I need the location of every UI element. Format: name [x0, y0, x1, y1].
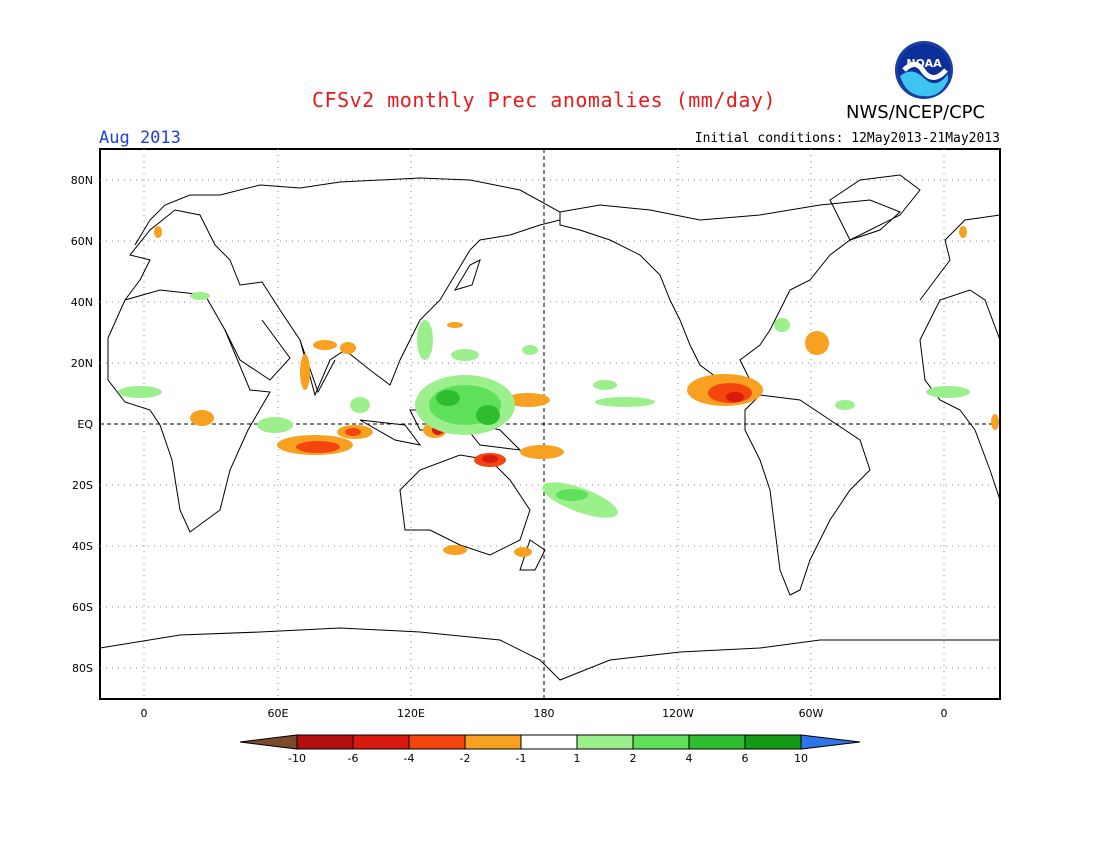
colorbar: [239, 734, 861, 750]
colorbar-segment: [352, 734, 410, 750]
wet-anomaly: [593, 380, 617, 390]
colorbar-label: -4: [403, 752, 415, 765]
wet-anomaly: [926, 386, 970, 398]
lat-label: 20N: [70, 357, 93, 370]
dry-anomaly: [506, 393, 550, 407]
colorbar-label: -1: [515, 752, 527, 765]
colorbar-label: -2: [459, 752, 471, 765]
lat-label: 20S: [72, 479, 93, 492]
dry-anomaly: [443, 545, 467, 555]
colorbar-segment: [239, 734, 298, 750]
forecast-month: Aug 2013: [99, 128, 181, 148]
wet-anomaly: [436, 390, 460, 406]
lon-label: 180: [533, 707, 555, 720]
wet-anomaly: [257, 417, 293, 433]
wet-anomaly: [476, 405, 500, 425]
colorbar-label: 4: [685, 752, 693, 765]
lat-label: 60S: [72, 601, 93, 614]
noaa-logo: NOAA: [895, 41, 953, 99]
graticule: [100, 149, 1000, 699]
dry-anomaly: [296, 441, 340, 453]
dry-anomaly: [154, 226, 162, 238]
lat-label: 40S: [72, 540, 93, 553]
precip-anomalies: [118, 226, 999, 557]
colorbar-segment: [408, 734, 466, 750]
colorbar-segment: [576, 734, 634, 750]
wet-anomaly: [118, 386, 162, 398]
lon-label: 0: [140, 707, 148, 720]
initial-conditions: Initial conditions: 12May2013-21May2013: [694, 131, 1000, 146]
colorbar-label: 1: [573, 752, 581, 765]
wet-anomaly: [417, 320, 433, 360]
wet-anomaly: [774, 318, 790, 332]
dry-anomaly: [340, 342, 356, 354]
colorbar-segment: [296, 734, 354, 750]
dry-anomaly: [447, 322, 463, 328]
lat-label: 40N: [70, 296, 93, 309]
colorbar-segment: [520, 734, 578, 750]
wet-anomaly: [835, 400, 855, 410]
dry-anomaly: [991, 414, 999, 430]
colorbar-segment: [632, 734, 690, 750]
dry-anomaly: [959, 226, 967, 238]
wet-anomaly: [190, 292, 210, 300]
wet-anomaly: [350, 397, 370, 413]
dry-anomaly: [520, 445, 564, 459]
colorbar-label: -6: [347, 752, 359, 765]
colorbar-label: 2: [629, 752, 637, 765]
lat-label: 80N: [70, 174, 93, 187]
colorbar-segment: [744, 734, 802, 750]
lon-label: 0: [940, 707, 948, 720]
dry-anomaly: [313, 340, 337, 350]
map-title: CFSv2 monthly Prec anomalies (mm/day): [312, 88, 777, 112]
colorbar-segment: [800, 734, 861, 750]
lat-label: 60N: [70, 235, 93, 248]
lon-label: 60E: [267, 707, 289, 720]
dry-anomaly: [514, 547, 532, 557]
dry-anomaly: [345, 428, 361, 436]
wet-anomaly: [595, 397, 655, 407]
colorbar-label: 6: [741, 752, 749, 765]
dry-anomaly: [726, 392, 744, 402]
dry-anomaly: [805, 331, 829, 355]
wet-anomaly: [451, 349, 479, 361]
lat-label: 80S: [72, 662, 93, 675]
agency-label: NWS/NCEP/CPC: [846, 102, 986, 123]
colorbar-segment: [464, 734, 522, 750]
lat-label: EQ: [77, 418, 93, 431]
wet-anomaly: [556, 489, 588, 501]
dry-anomaly: [482, 455, 498, 463]
lon-label: 60W: [798, 707, 824, 720]
colorbar-label: -10: [288, 752, 306, 765]
dry-anomaly: [300, 354, 310, 390]
dry-anomaly: [190, 410, 214, 426]
coastlines: [99, 174, 1001, 681]
colorbar-label: 10: [794, 752, 808, 765]
wet-anomaly: [522, 345, 538, 355]
lon-label: 120W: [662, 707, 694, 720]
colorbar-segment: [688, 734, 746, 750]
lon-label: 120E: [397, 707, 425, 720]
logo-text: NOAA: [906, 57, 942, 70]
